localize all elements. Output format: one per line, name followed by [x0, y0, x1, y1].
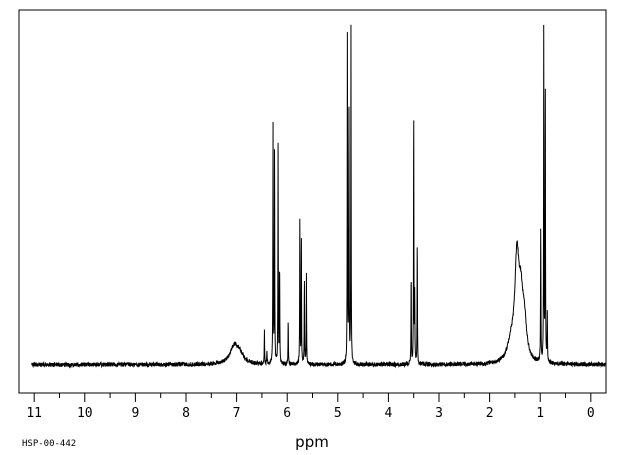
x-tick-label: 9 [131, 406, 139, 421]
x-tick-label: 2 [486, 406, 494, 421]
x-tick-label: 1 [536, 406, 544, 421]
x-axis-title: ppm [295, 433, 329, 451]
plot-frame [18, 9, 607, 394]
x-tick-label: 7 [233, 406, 241, 421]
x-tick-label: 6 [283, 406, 291, 421]
x-tick-label: 8 [182, 406, 190, 421]
spectrum-trace [31, 24, 607, 369]
spectrum-code-label: HSP-00-442 [22, 439, 76, 449]
x-axis-ticks: 11 10 9 8 7 6 5 4 3 2 1 0 [26, 393, 595, 421]
x-tick-label: 5 [334, 406, 342, 421]
x-tick-label: 4 [384, 406, 392, 421]
x-tick-label: 0 [587, 406, 595, 421]
x-tick-label: 11 [26, 406, 42, 421]
x-tick-label: 10 [77, 406, 93, 421]
x-tick-label: 3 [435, 406, 443, 421]
